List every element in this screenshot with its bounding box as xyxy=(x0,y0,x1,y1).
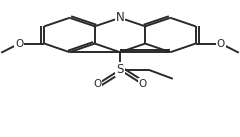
Text: N: N xyxy=(116,11,124,24)
Text: O: O xyxy=(139,79,147,89)
Text: O: O xyxy=(217,39,225,48)
Text: O: O xyxy=(15,39,23,48)
Text: S: S xyxy=(116,63,124,76)
Text: O: O xyxy=(93,79,101,89)
